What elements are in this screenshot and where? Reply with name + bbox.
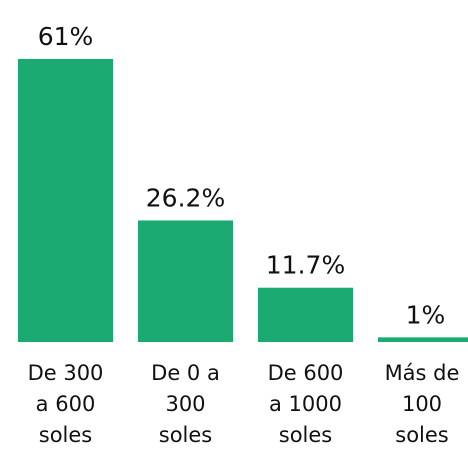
bar [18, 59, 113, 342]
category-label: De 300 a 600 soles [27, 361, 104, 447]
value-label: 26.2% [146, 183, 225, 212]
bar [378, 337, 468, 342]
category-label: De 0 a 300 soles [151, 361, 220, 447]
bar [258, 287, 353, 342]
value-label: 11.7% [266, 251, 345, 280]
bar [138, 220, 233, 342]
value-label: 61% [38, 22, 94, 51]
category-label: Más de 100 soles [384, 361, 460, 447]
category-label: De 600 a 1000 soles [267, 361, 344, 447]
value-label: 1% [406, 300, 446, 329]
